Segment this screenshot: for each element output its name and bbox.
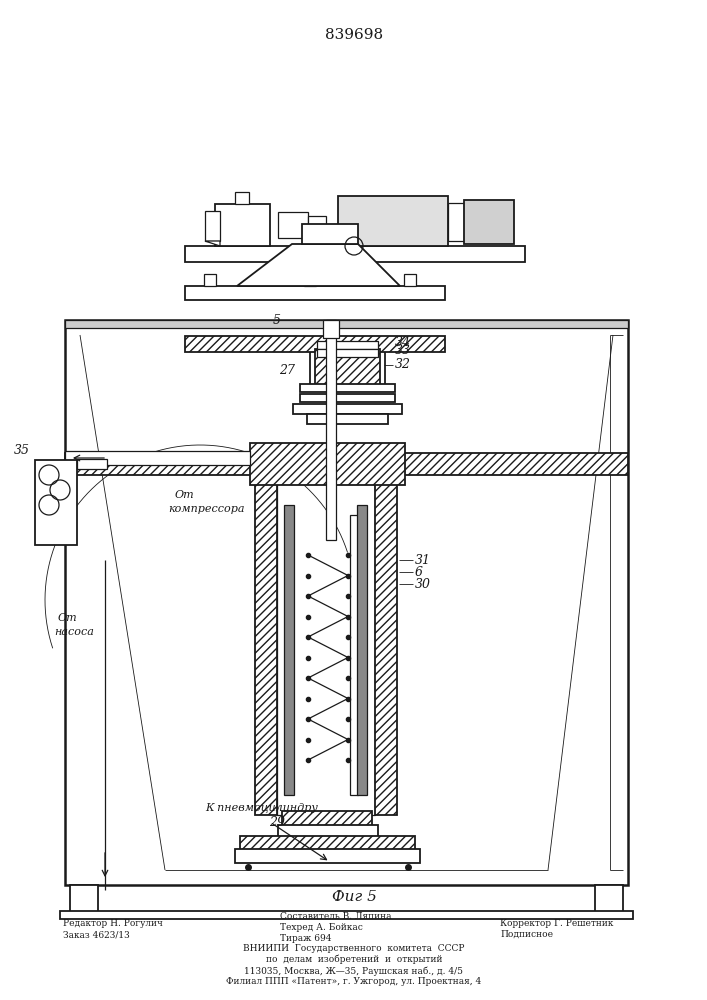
Bar <box>185 246 525 262</box>
Bar <box>310 348 385 388</box>
Bar <box>250 443 405 485</box>
Bar <box>323 320 339 338</box>
Bar <box>65 451 250 465</box>
Text: 6: 6 <box>415 566 423 578</box>
Bar <box>302 224 358 244</box>
Text: Заказ 4623/13: Заказ 4623/13 <box>63 930 130 939</box>
Polygon shape <box>237 244 400 286</box>
Bar <box>235 849 420 863</box>
Text: Корректор Г. Решетник: Корректор Г. Решетник <box>500 919 614 928</box>
Bar <box>308 216 326 234</box>
Text: Филиал ППП «Патент», г. Ужгород, ул. Проектная, 4: Филиал ППП «Патент», г. Ужгород, ул. Про… <box>226 977 481 986</box>
Text: От: От <box>175 490 194 500</box>
Bar <box>300 384 395 392</box>
Text: по  делам  изобретений  и  открытий: по делам изобретений и открытий <box>266 955 443 964</box>
Text: Подписное: Подписное <box>500 930 553 939</box>
Bar <box>326 320 336 540</box>
Text: 31: 31 <box>415 554 431 566</box>
Bar <box>293 404 402 414</box>
Bar <box>204 274 216 286</box>
Polygon shape <box>205 241 220 246</box>
Text: насоса: насоса <box>54 627 94 637</box>
Bar <box>65 320 628 328</box>
Text: 33: 33 <box>395 344 411 358</box>
Bar <box>317 349 378 357</box>
Text: Техред А. Бойкас: Техред А. Бойкас <box>280 923 363 932</box>
Text: Тираж 694: Тираж 694 <box>280 934 332 943</box>
Bar <box>278 825 378 837</box>
Bar <box>277 475 375 815</box>
Text: 32: 32 <box>395 359 411 371</box>
Bar <box>77 459 107 469</box>
Text: 27: 27 <box>279 363 295 376</box>
Bar <box>350 515 358 795</box>
Bar <box>255 475 277 815</box>
Bar <box>278 212 308 238</box>
Text: Редактор Н. Рогулич: Редактор Н. Рогулич <box>63 919 163 928</box>
Bar <box>240 836 415 850</box>
Text: 30: 30 <box>415 578 431 590</box>
Text: К пневмоцилиндру: К пневмоцилиндру <box>205 803 318 813</box>
Bar <box>304 274 316 286</box>
Bar <box>317 341 378 349</box>
Text: 29: 29 <box>269 816 285 830</box>
Bar <box>338 196 448 246</box>
Text: 5: 5 <box>273 314 281 326</box>
Bar <box>60 911 633 919</box>
Bar <box>205 211 220 241</box>
Bar <box>185 286 445 300</box>
Bar <box>284 505 294 795</box>
Bar <box>375 475 397 815</box>
Bar <box>35 460 77 545</box>
Text: 839698: 839698 <box>325 28 383 42</box>
Text: Составитель В. Ляпина: Составитель В. Ляпина <box>280 912 392 921</box>
Text: ВНИИПИ  Государственного  комитета  СССР: ВНИИПИ Государственного комитета СССР <box>243 944 464 953</box>
Text: 113035, Москва, Ж—35, Раушская наб., д. 4/5: 113035, Москва, Ж—35, Раушская наб., д. … <box>245 966 464 976</box>
Bar <box>65 320 628 885</box>
Bar <box>215 204 270 246</box>
Bar <box>404 274 416 286</box>
Text: От: От <box>58 613 78 623</box>
Bar <box>185 336 445 352</box>
Bar <box>65 453 628 475</box>
Text: 34: 34 <box>395 336 411 350</box>
Bar <box>70 885 98 913</box>
Bar <box>282 811 372 827</box>
Bar <box>300 394 395 402</box>
Bar <box>595 885 623 913</box>
Text: 35: 35 <box>14 444 30 456</box>
Bar <box>315 349 380 385</box>
Bar <box>357 505 367 795</box>
Bar <box>235 192 249 204</box>
Text: компрессора: компрессора <box>168 504 245 514</box>
Bar <box>448 203 464 241</box>
Text: Фиг 5: Фиг 5 <box>332 890 376 904</box>
Bar <box>464 200 514 244</box>
Bar <box>307 414 388 424</box>
